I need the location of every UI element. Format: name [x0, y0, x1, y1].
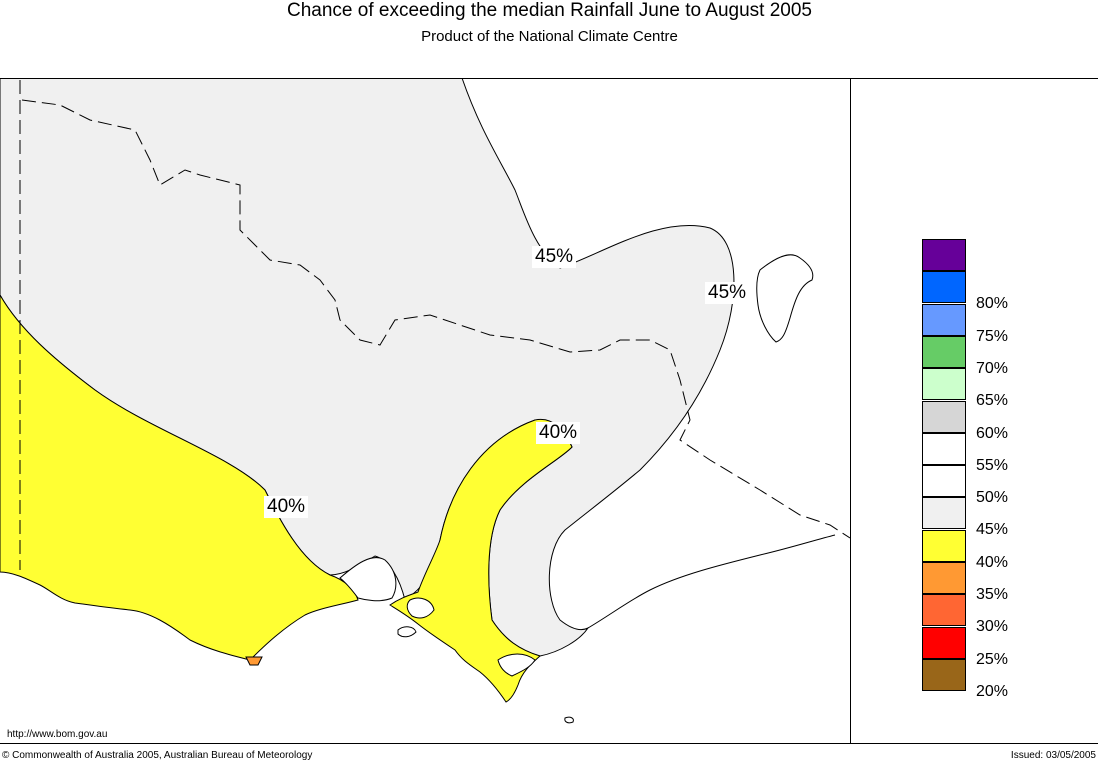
legend-label: 45% — [976, 521, 1009, 539]
legend-swatch — [922, 335, 966, 368]
legend-label: 75% — [976, 327, 1009, 345]
island-2 — [397, 626, 417, 638]
legend-label: 80% — [976, 295, 1009, 313]
legend-swatch — [922, 368, 966, 401]
legend-swatch — [922, 529, 966, 562]
legend-swatch — [922, 497, 966, 530]
contour-label-45-east: 45% — [705, 282, 750, 304]
legend-divider — [850, 78, 851, 744]
zone-35-40-west — [0, 293, 359, 661]
legend-swatch — [922, 626, 966, 659]
legend-swatch — [922, 658, 966, 691]
legend-label: 60% — [976, 424, 1009, 442]
legend-swatch — [922, 303, 966, 336]
legend-label: 55% — [976, 456, 1009, 474]
legend-swatch — [922, 562, 966, 594]
contour-label-45-north: 45% — [532, 246, 577, 268]
contour-label-40-central: 40% — [536, 422, 581, 444]
legend-swatch — [922, 271, 966, 304]
legend-swatch — [922, 465, 966, 498]
island-3 — [564, 716, 574, 724]
legend-swatch — [922, 432, 966, 465]
legend-label: 30% — [976, 618, 1009, 636]
legend-label: 50% — [976, 489, 1009, 507]
legend-swatch — [922, 594, 966, 627]
footer-copyright: © Commonwealth of Australia 2005, Austra… — [2, 750, 313, 761]
state-border — [19, 80, 850, 570]
zone-30-35 — [245, 656, 263, 666]
map-title: Chance of exceeding the median Rainfall … — [287, 0, 812, 21]
zone-35-40-central — [389, 418, 573, 703]
legend-swatch — [922, 400, 966, 433]
legend-label: 40% — [976, 553, 1009, 571]
island-east — [756, 254, 814, 343]
legend-label: 35% — [976, 586, 1009, 603]
footer-issued: Issued: 03/05/2005 — [1010, 750, 1096, 761]
footer-url[interactable]: http://www.bom.gov.au — [7, 729, 108, 740]
map-frame — [0, 78, 1098, 744]
contour-label-40-west: 40% — [264, 496, 309, 518]
legend-swatch — [922, 239, 966, 271]
legend-label: 25% — [976, 650, 1009, 668]
legend-label: 65% — [976, 392, 1009, 410]
map-subtitle: Product of the National Climate Centre — [421, 28, 678, 45]
coast-east — [587, 534, 836, 629]
legend-label: 20% — [976, 682, 1009, 700]
rainfall-map — [0, 78, 850, 744]
bay-west — [339, 557, 397, 602]
bay-east — [497, 653, 536, 677]
island-1 — [406, 597, 435, 619]
legend-label: 70% — [976, 359, 1009, 377]
